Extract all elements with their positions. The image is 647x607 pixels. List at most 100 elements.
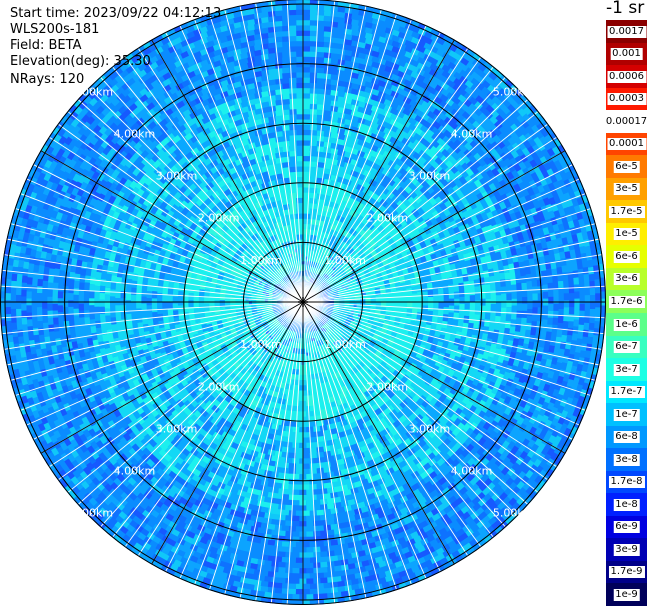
ray-separator <box>302 98 529 303</box>
colorbar-tick-label: 1.7e-9 <box>608 566 645 579</box>
core-cell <box>337 254 341 258</box>
colorbar-tick-label: 1e-5 <box>613 228 640 241</box>
core-cell <box>341 337 345 341</box>
colorbar-tick-label: 0.0001 <box>607 138 646 151</box>
core-cell <box>282 341 286 345</box>
ray-separator <box>224 301 304 595</box>
range-ring-label: 1.00km <box>240 254 282 267</box>
ray-separator <box>1 301 304 335</box>
ray-separator <box>302 87 518 303</box>
range-ring-label: 4.00km <box>114 465 156 478</box>
core-cell <box>281 322 285 325</box>
ray-separator <box>48 136 304 303</box>
core-cell <box>321 319 325 323</box>
ray-separator <box>3 301 304 350</box>
ray-separator <box>270 301 304 604</box>
core-cell <box>264 349 268 353</box>
colorbar-cell: 1e-9 <box>606 583 647 607</box>
ray-separator <box>302 301 539 494</box>
ray-separator <box>67 301 304 494</box>
ray-separator <box>137 301 304 557</box>
colorbar-cell: 0.0003 <box>606 87 647 111</box>
ray-separator <box>6 238 304 303</box>
colorbar-cell: 3e-6 <box>606 267 647 291</box>
ray-separator <box>286 301 304 605</box>
ray-separator <box>302 301 482 548</box>
colorbar-cell: 0.001 <box>606 42 647 66</box>
ray-separator <box>165 301 304 573</box>
core-cell <box>277 345 281 349</box>
instrument-label: WLS200s-181 <box>10 22 100 37</box>
ray-separator <box>165 31 304 303</box>
ray-separator <box>99 76 304 303</box>
ray-separator <box>302 301 592 397</box>
ray-separator <box>32 301 304 440</box>
colorbar-cell: 3e-9 <box>606 538 647 562</box>
ray-separator <box>302 164 574 303</box>
ray-separator <box>14 301 304 397</box>
colorbar-cell: 6e-8 <box>606 425 647 449</box>
ray-separator <box>302 301 605 335</box>
colorbar-tick-label: 6e-5 <box>613 160 640 173</box>
ray-separator <box>302 223 596 303</box>
core-cell <box>305 256 308 260</box>
ray-separator <box>302 301 427 579</box>
ray-separator <box>302 301 351 602</box>
ray-separator <box>302 18 413 303</box>
range-ring-label: 2.00km <box>198 212 240 225</box>
ray-separator <box>77 98 304 303</box>
range-ring-label: 5.00km <box>493 507 535 520</box>
core-cell <box>362 292 366 296</box>
core-cell <box>301 319 304 323</box>
core-cell <box>264 284 268 288</box>
ray-separator <box>302 178 580 303</box>
core-cell <box>254 277 258 281</box>
ray-separator <box>302 110 539 303</box>
ray-separator <box>302 76 507 303</box>
ray-separator <box>32 164 304 303</box>
core-cell <box>292 275 296 279</box>
colorbar-cell: 6e-7 <box>606 335 647 359</box>
core-cell <box>351 318 355 322</box>
ray-separator <box>302 301 367 599</box>
ray-separator <box>239 301 304 599</box>
core-cell <box>267 284 271 288</box>
range-ring-label: 2.00km <box>367 212 409 225</box>
ray-separator <box>302 269 605 303</box>
core-cell <box>323 328 327 332</box>
core-cell <box>274 349 278 353</box>
colorbar-tick-label: 6e-9 <box>613 521 640 534</box>
core-cell <box>318 318 322 322</box>
ray-separator <box>302 301 507 528</box>
ray-separator <box>193 18 304 303</box>
ray-separator <box>302 254 603 303</box>
range-ring-label: 4.00km <box>114 127 156 140</box>
ray-separator <box>255 301 304 602</box>
core-cell <box>278 284 282 288</box>
ray-separator <box>208 301 304 591</box>
range-ring-label: 1.00km <box>240 338 282 351</box>
ray-separator <box>19 301 304 412</box>
ray-separator <box>302 66 495 303</box>
colorbar-cell: 6e-9 <box>606 515 647 539</box>
colorbar-unit-label: -1 sr <box>606 0 645 18</box>
colorbar-tick-label: 1e-9 <box>613 588 640 601</box>
colorbar-cell: 1.7e-6 <box>606 290 647 314</box>
ray-separator <box>67 110 304 303</box>
colorbar-cell: 1e-5 <box>606 222 647 246</box>
ray-separator <box>302 5 367 303</box>
ray-separator <box>302 0 320 303</box>
ray-separator <box>302 9 382 303</box>
colorbar-cell: 0.0017 <box>606 20 647 44</box>
ray-separator <box>14 207 304 303</box>
ppi-plot: 1.00km 1.00km 1.00km 1.00km 2.00km 2.00km 2.00… <box>0 0 606 605</box>
core-cell <box>258 316 262 320</box>
colorbar-tick-label: 3e-5 <box>613 183 640 196</box>
core-cell <box>358 313 361 317</box>
colorbar-tick-label: 6e-8 <box>613 431 640 444</box>
core-cell <box>248 301 252 305</box>
colorbar-tick-label: 1.7e-7 <box>608 386 645 399</box>
colorbar-cell: 3e-7 <box>606 358 647 382</box>
ray-separator <box>208 13 304 303</box>
ray-separator <box>302 301 587 412</box>
